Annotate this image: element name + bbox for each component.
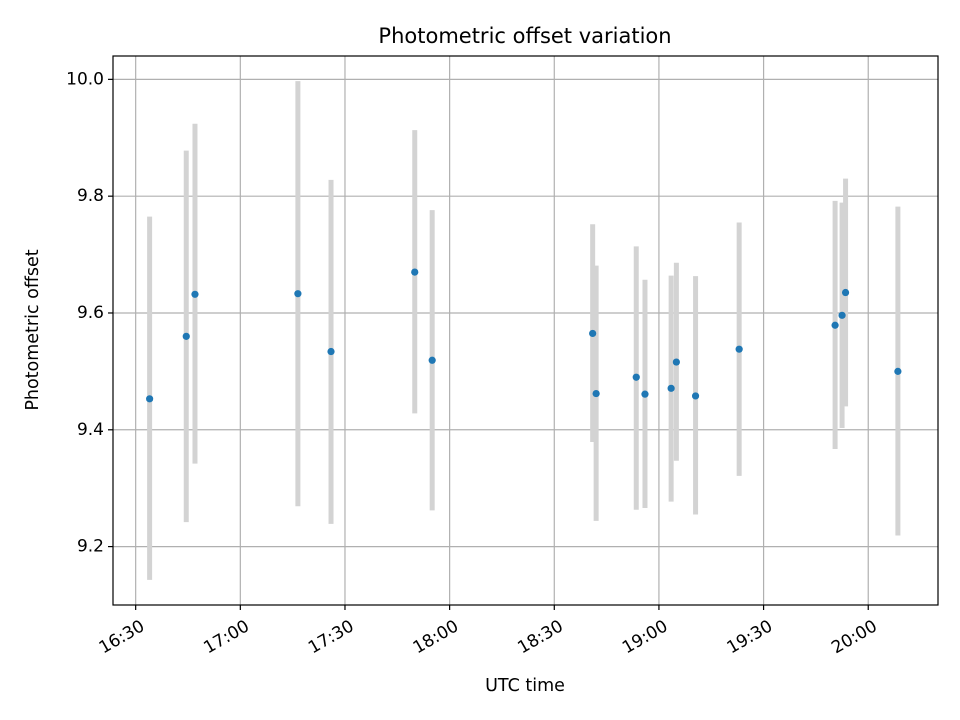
y-tick-label: 10.0 [66, 69, 104, 89]
data-point [411, 268, 419, 276]
data-point [589, 329, 597, 338]
data-point [641, 390, 649, 398]
data-point [632, 373, 640, 381]
data-point [294, 290, 302, 298]
data-point [894, 367, 902, 375]
x-axis-label: UTC time [485, 676, 565, 696]
data-point [191, 290, 199, 298]
grid-lines [113, 56, 938, 605]
data-point [691, 392, 700, 400]
y-tick-label: 9.2 [77, 537, 104, 557]
data-point [735, 345, 743, 353]
y-tick-label: 9.8 [77, 186, 104, 206]
data-point [592, 389, 600, 398]
data-point [841, 288, 850, 297]
plot-frame [112, 55, 939, 606]
data-point [838, 311, 846, 319]
y-axis-ticks: 9.2 9.4 9.6 9.8 10.0 [66, 69, 113, 557]
data-point [146, 395, 154, 403]
data-point [672, 358, 680, 366]
y-tick-label: 9.6 [77, 303, 104, 323]
data-point [327, 347, 335, 356]
chart-title: Photometric offset variation [378, 24, 671, 48]
y-axis-label: Photometric offset [23, 249, 43, 410]
data-point [667, 384, 675, 392]
data-point [428, 356, 436, 364]
data-points [146, 268, 902, 403]
data-point [182, 332, 190, 340]
data-point [831, 321, 839, 329]
y-tick-label: 9.4 [77, 420, 104, 440]
